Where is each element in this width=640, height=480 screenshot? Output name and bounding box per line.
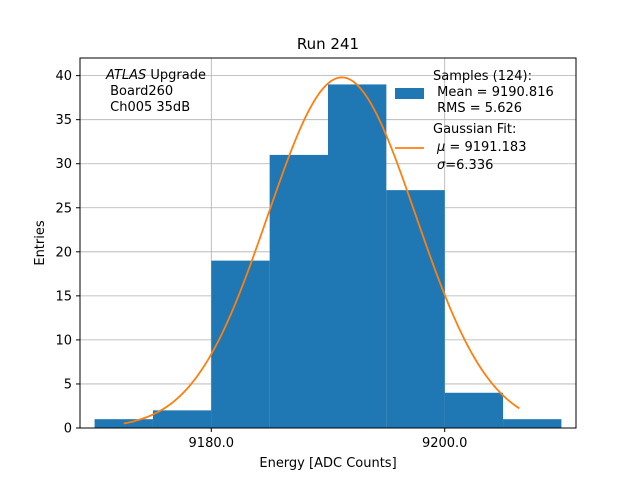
legend-histogram-swatch xyxy=(395,88,424,99)
x-tick-label-1: 9200.0 xyxy=(422,436,468,451)
y-tick-label-4: 20 xyxy=(55,245,72,260)
legend: Samples (124): Mean = 9190.816 RMS = 5.6… xyxy=(395,69,554,173)
y-tick-label-1: 5 xyxy=(64,377,72,392)
y-tick-label-8: 40 xyxy=(55,69,72,84)
y-tick-label-3: 15 xyxy=(55,289,72,304)
y-tick-label-5: 25 xyxy=(55,201,72,216)
y-tick-label-6: 30 xyxy=(55,157,72,172)
y-tick-label-7: 35 xyxy=(55,113,72,128)
legend-sigma-value: =6.336 xyxy=(445,158,493,173)
y-axis-label: Entries xyxy=(33,220,48,266)
x-axis-label: Energy [ADC Counts] xyxy=(259,456,396,471)
annotation-line-2: Board260 xyxy=(106,84,173,99)
x-tick-label-0: 9180.0 xyxy=(189,436,235,451)
legend-mu-symbol: μ xyxy=(436,140,445,155)
histogram-bar-6 xyxy=(444,392,504,428)
y-tick-label-0: 0 xyxy=(64,422,72,437)
annotation-line-1: ATLAS Upgrade xyxy=(105,68,206,83)
atlas-annotation: ATLAS Upgrade Board260 Ch005 35dB xyxy=(105,68,206,115)
legend-sigma-symbol: σ xyxy=(437,158,446,173)
gaussian-fit-curve xyxy=(123,76,520,425)
legend-fit-mu: μ = 9191.183 xyxy=(436,140,526,155)
histogram-bar-2 xyxy=(211,260,270,428)
annotation-upgrade: Upgrade xyxy=(146,68,206,83)
histogram-bar-4 xyxy=(328,84,387,428)
legend-fit-title: Gaussian Fit: xyxy=(433,122,516,137)
annotation-atlas: ATLAS xyxy=(105,68,146,83)
annotation-line-3: Ch005 35dB xyxy=(106,100,190,115)
histogram-bar-5 xyxy=(386,190,445,428)
fit-curve-layer xyxy=(123,76,520,425)
histogram-bars xyxy=(94,84,562,428)
histogram-bar-3 xyxy=(269,154,328,428)
chart-title: Run 241 xyxy=(297,35,359,53)
axes-frame xyxy=(79,57,577,429)
legend-fit-sigma: σ=6.336 xyxy=(437,158,493,173)
x-axis-ticks: 9180.0 9200.0 xyxy=(189,428,468,451)
plot-area: 9180.0 9200.0 0 5 10 15 20 25 30 35 40 xyxy=(55,57,577,451)
histogram-bar-7 xyxy=(503,419,562,428)
legend-mean-line: Mean = 9190.816 xyxy=(433,85,554,100)
histogram-bar-0 xyxy=(94,419,153,428)
legend-mu-value: = 9191.183 xyxy=(445,140,526,155)
y-axis-ticks: 0 5 10 15 20 25 30 35 40 xyxy=(55,69,80,437)
legend-samples-line: Samples (124): xyxy=(433,69,532,84)
y-tick-label-2: 10 xyxy=(55,333,72,348)
legend-rms-line: RMS = 5.626 xyxy=(433,101,522,116)
histogram-bar-1 xyxy=(152,410,212,428)
